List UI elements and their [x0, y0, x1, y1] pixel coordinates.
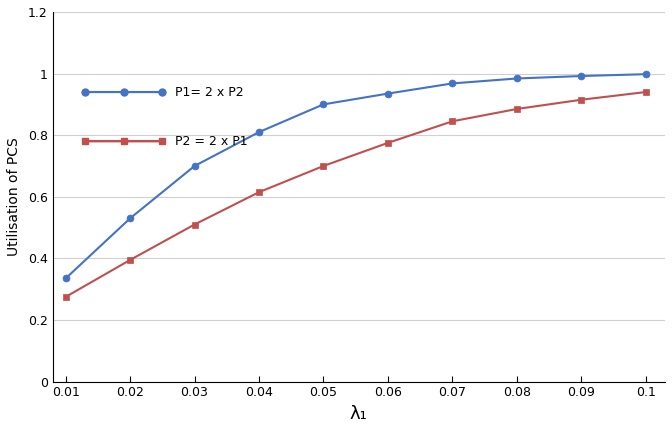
Line: P1= 2 x P2: P1= 2 x P2: [62, 71, 649, 282]
P2 = 2 x P1: [62, 295, 70, 300]
P1= 2 x P2: [577, 74, 585, 79]
P1= 2 x P2: [62, 276, 70, 281]
Line: P2 = 2 x P1: P2 = 2 x P1: [62, 89, 649, 301]
P1= 2 x P2: [384, 91, 392, 96]
P2 = 2 x P1: [319, 163, 327, 169]
P1= 2 x P2: [513, 76, 521, 81]
P1= 2 x P2: [448, 81, 456, 86]
P1= 2 x P2: [255, 129, 263, 135]
P2 = 2 x P1: [191, 222, 199, 227]
P2 = 2 x P1: [126, 258, 134, 263]
P1= 2 x P2: [642, 72, 650, 77]
P1= 2 x P2: [126, 216, 134, 221]
Text: P2 = 2 x P1: P2 = 2 x P1: [175, 135, 248, 148]
P2 = 2 x P1: [577, 97, 585, 102]
P2 = 2 x P1: [255, 190, 263, 195]
Text: P1= 2 x P2: P1= 2 x P2: [175, 86, 244, 98]
P1= 2 x P2: [319, 102, 327, 107]
P2 = 2 x P1: [642, 89, 650, 95]
P2 = 2 x P1: [384, 140, 392, 145]
Y-axis label: Utilisation of PCS: Utilisation of PCS: [7, 138, 21, 256]
X-axis label: λ₁: λ₁: [350, 405, 368, 423]
P2 = 2 x P1: [513, 106, 521, 111]
P2 = 2 x P1: [448, 119, 456, 124]
P1= 2 x P2: [191, 163, 199, 169]
